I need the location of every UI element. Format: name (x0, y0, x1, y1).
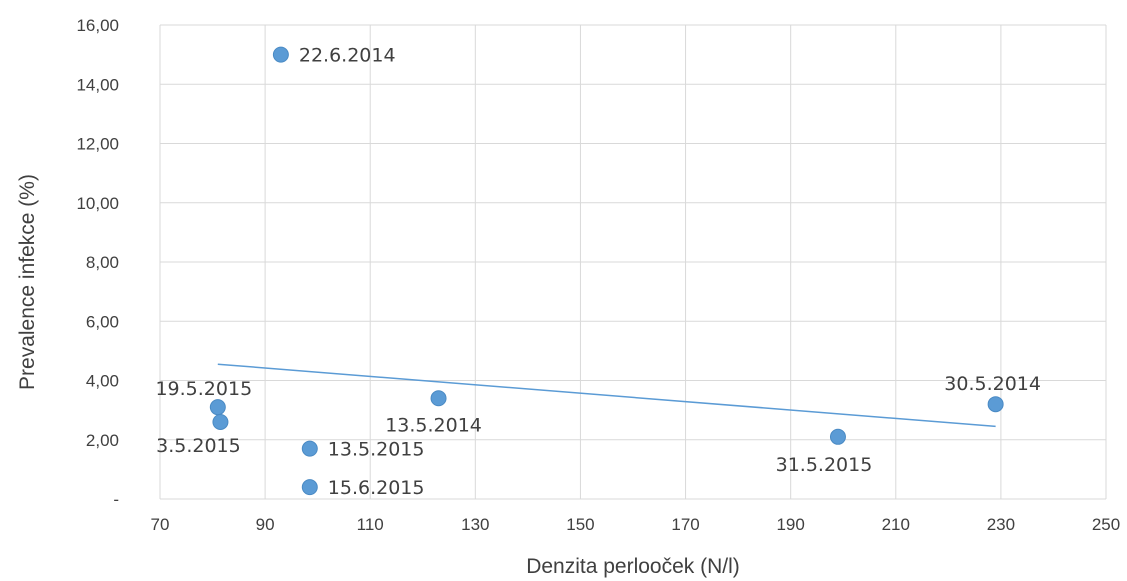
data-point-label: 30.5.2014 (944, 373, 1041, 395)
y-tick-label: 8,00 (86, 253, 119, 272)
y-axis-title: Prevalence infekce (%) (16, 174, 39, 390)
data-point-label: 13.5.2015 (328, 439, 425, 461)
y-tick-label: 2,00 (86, 431, 119, 450)
y-tick-label: 6,00 (86, 312, 119, 331)
y-tick-label: 4,00 (86, 372, 119, 391)
trendline-group (217, 363, 996, 428)
x-tick-label: 90 (256, 515, 275, 534)
data-points (209, 46, 1004, 496)
data-point-label: 31.5.2015 (776, 454, 873, 476)
data-point-label: 3.5.2015 (156, 435, 241, 457)
x-tick-label: 170 (671, 515, 699, 534)
x-tick-label: 70 (151, 515, 170, 534)
x-axis-ticks: 70 90 110 130 150 170 190 210 230 250 (151, 515, 1121, 534)
x-axis-title: Denzita perlooček (N/l) (526, 555, 740, 578)
point-labels: 22.6.2014 19.5.2015 3.5.2015 13.5.2015 15.6.… (155, 45, 1041, 500)
data-point (209, 399, 226, 416)
data-point (430, 390, 447, 407)
data-point (272, 46, 289, 63)
x-tick-label: 130 (461, 515, 489, 534)
y-tick-label: 12,00 (76, 135, 119, 154)
x-tick-label: 210 (882, 515, 910, 534)
grid-lines (159, 24, 1107, 500)
x-tick-label: 230 (987, 515, 1015, 534)
data-point (829, 428, 846, 445)
x-tick-label: 190 (776, 515, 804, 534)
y-tick-label: 14,00 (76, 75, 119, 94)
data-point-label: 22.6.2014 (299, 45, 396, 67)
y-tick-label: - (113, 490, 119, 509)
x-tick-label: 110 (357, 515, 384, 534)
trendline (217, 363, 996, 428)
y-axis-ticks: - 2,00 4,00 6,00 8,00 10,00 12,00 14,00 16,00 (76, 16, 119, 509)
data-point-label: 13.5.2014 (385, 414, 482, 436)
data-point (301, 440, 318, 457)
data-point (987, 396, 1004, 413)
data-point-label: 15.6.2015 (328, 477, 425, 499)
x-tick-label: 150 (566, 515, 594, 534)
y-tick-label: 16,00 (76, 16, 119, 35)
data-point-label: 19.5.2015 (155, 378, 252, 400)
data-point (301, 479, 318, 496)
data-point (212, 413, 229, 430)
x-tick-label: 250 (1092, 515, 1120, 534)
y-tick-label: 10,00 (76, 194, 119, 213)
